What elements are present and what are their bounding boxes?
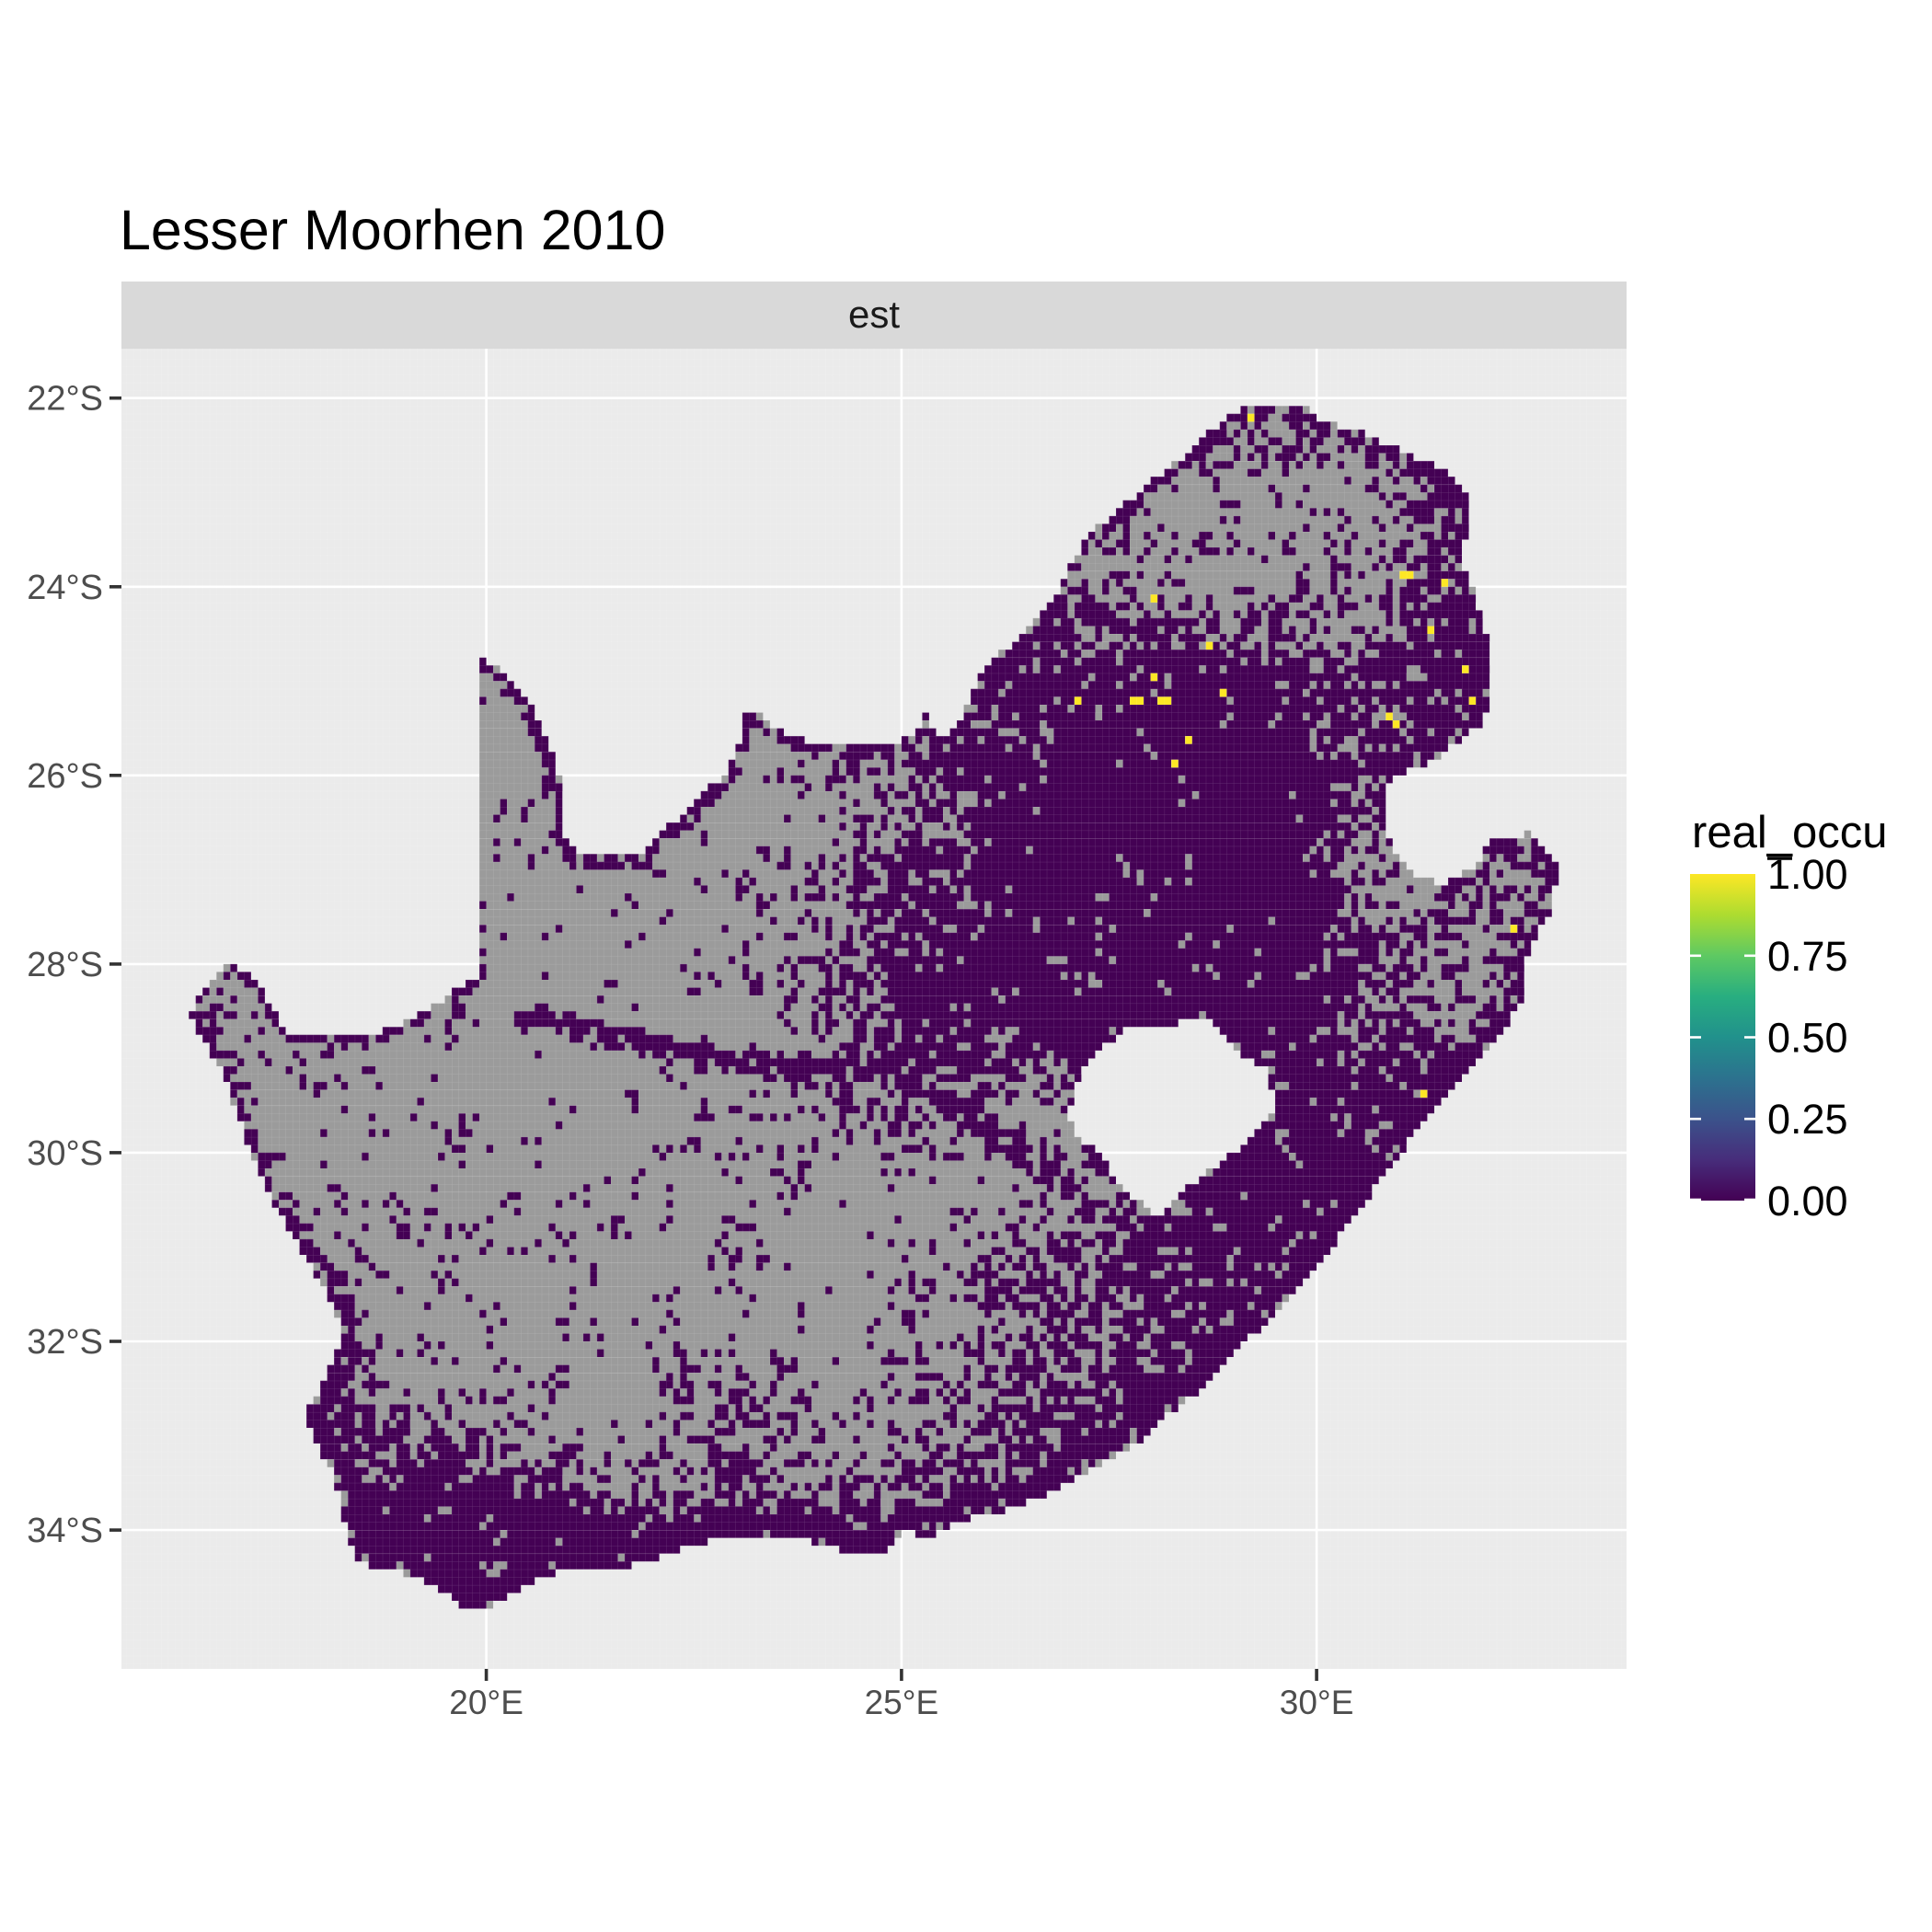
svg-text:25°E: 25°E bbox=[865, 1684, 939, 1721]
svg-text:0.25: 0.25 bbox=[1767, 1096, 1848, 1143]
svg-text:Lesser Moorhen 2010: Lesser Moorhen 2010 bbox=[120, 199, 665, 261]
svg-text:1.00: 1.00 bbox=[1767, 851, 1848, 898]
svg-text:32°S: 32°S bbox=[27, 1323, 103, 1362]
svg-text:30°E: 30°E bbox=[1280, 1684, 1354, 1721]
svg-text:0.50: 0.50 bbox=[1767, 1015, 1848, 1062]
svg-text:34°S: 34°S bbox=[27, 1512, 103, 1550]
svg-text:24°S: 24°S bbox=[27, 569, 103, 607]
svg-text:est: est bbox=[848, 293, 900, 336]
svg-text:22°S: 22°S bbox=[27, 380, 103, 419]
svg-text:0.00: 0.00 bbox=[1767, 1178, 1848, 1225]
svg-text:0.75: 0.75 bbox=[1767, 933, 1848, 980]
svg-text:real_occu: real_occu bbox=[1692, 808, 1887, 857]
svg-text:28°S: 28°S bbox=[27, 946, 103, 984]
svg-text:26°S: 26°S bbox=[27, 757, 103, 796]
svg-text:20°E: 20°E bbox=[449, 1684, 523, 1721]
svg-text:30°S: 30°S bbox=[27, 1134, 103, 1173]
